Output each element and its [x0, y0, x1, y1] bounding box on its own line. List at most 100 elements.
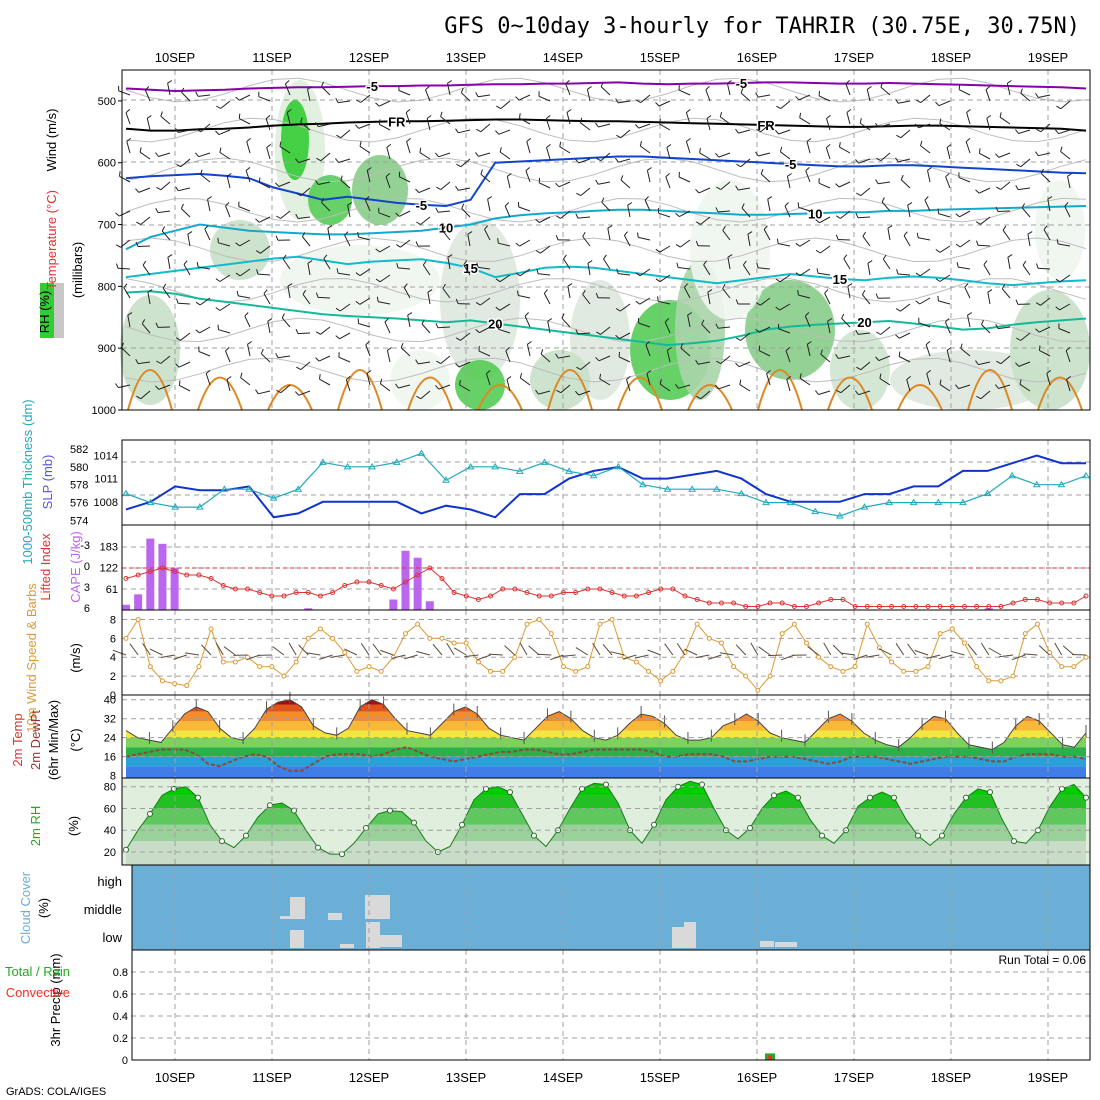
- thickness-label: 1000-500mb Thickness (dm): [20, 399, 35, 564]
- wind-barb: [158, 152, 171, 157]
- wind-barb: [738, 361, 751, 368]
- wind-barb-flag: [695, 359, 699, 365]
- wind-barb-flag: [1047, 196, 1053, 200]
- wind-barb: [965, 141, 971, 154]
- thickness-point: [417, 449, 426, 456]
- wind-barb: [719, 652, 734, 656]
- wind-speed-point: [779, 631, 785, 637]
- wind-barb: [987, 292, 991, 305]
- wind-barb: [1020, 92, 1031, 102]
- cloud-level-label: high: [97, 874, 122, 889]
- wind-barb-flag: [1043, 225, 1048, 230]
- wind-speed-point: [427, 635, 433, 641]
- wind-barb: [1059, 303, 1071, 311]
- wind-barb-flag: [247, 341, 252, 345]
- wind-barb: [461, 208, 471, 218]
- li-point: [427, 565, 433, 571]
- wind-barb: [440, 116, 451, 125]
- wind-barb-flag: [855, 390, 859, 396]
- li-point: [1022, 597, 1028, 602]
- wind-speed-point: [451, 640, 457, 646]
- wind-barb: [140, 216, 151, 225]
- wind-barb: [561, 317, 571, 328]
- wind-barb-flag: [519, 372, 523, 379]
- rh-contour: [125, 237, 1087, 263]
- thickness-point: [663, 485, 672, 492]
- wind-barb-flag: [135, 241, 139, 247]
- wind-barb: [546, 147, 551, 160]
- wind-barb-flag: [540, 349, 544, 355]
- cape-bar: [389, 599, 398, 610]
- wind-barb-flag: [396, 262, 399, 269]
- li-point: [949, 604, 955, 609]
- wind-barb-flag: [379, 378, 383, 384]
- wind-barb: [899, 356, 911, 363]
- wind-barb: [519, 117, 531, 125]
- wind-barb: [480, 297, 491, 306]
- wind-barb: [878, 355, 891, 362]
- wind-barb: [288, 642, 297, 656]
- wind-barb: [302, 294, 311, 305]
- wind-barb: [138, 187, 151, 193]
- rh-point: [1035, 827, 1041, 834]
- wind-speed-point: [536, 616, 542, 622]
- wind-barb-flag: [295, 213, 299, 219]
- li-point: [184, 572, 190, 578]
- wind-barb: [1002, 229, 1011, 241]
- wind-barb: [339, 332, 351, 340]
- wind-barb-flag: [907, 202, 913, 206]
- wind-barb: [638, 322, 651, 328]
- wind-barb-flag: [246, 138, 252, 142]
- wind-barb: [419, 152, 431, 160]
- wind-barb-flag: [155, 385, 160, 390]
- wind-barb: [478, 152, 491, 157]
- wind-barb-flag: [316, 157, 322, 162]
- wind-barb-flag: [315, 357, 320, 362]
- warm-contour: [477, 384, 523, 411]
- wind-barb: [601, 201, 611, 212]
- contour-label: 15: [833, 272, 847, 287]
- wind-barb-flag: [775, 278, 781, 283]
- li-tick-label: 0: [84, 561, 90, 573]
- wind-barb: [418, 187, 431, 194]
- wind-barb-flag: [976, 240, 979, 246]
- rh-contour: [125, 117, 1087, 143]
- temp-tick-label: 40: [104, 695, 116, 707]
- wind-barb: [862, 294, 871, 305]
- wind-barb-flag: [715, 384, 719, 390]
- rh-point: [147, 810, 153, 817]
- wind-speed-point: [1022, 631, 1028, 637]
- li-point: [257, 590, 263, 595]
- wind-barb: [458, 361, 471, 368]
- wind-barb-flag: [915, 123, 919, 129]
- wind-barb-flag: [795, 272, 801, 277]
- date-tick-label: 17SEP: [834, 50, 874, 65]
- wind-barb-flag: [176, 298, 179, 304]
- wind-barb: [983, 264, 991, 276]
- minmax-label: (6hr Min/Max): [46, 700, 61, 780]
- wind-barb: [918, 123, 931, 129]
- li-point: [293, 590, 299, 595]
- wind-barb: [477, 654, 491, 661]
- wind-speed-point: [524, 621, 530, 627]
- li-point: [621, 593, 627, 599]
- wind-barb: [567, 286, 571, 299]
- wind-barb-flag: [935, 248, 941, 253]
- li-point: [390, 586, 396, 592]
- upper-air-label-wind: Wind (m/s): [44, 109, 59, 172]
- wind-barb: [618, 273, 631, 276]
- wind-barb: [118, 90, 131, 96]
- wind-barb: [519, 642, 528, 656]
- wind-barb-flag: [296, 192, 302, 197]
- wind-barb: [639, 297, 651, 305]
- date-tick-label: 18SEP: [931, 50, 971, 65]
- wind-barb-flag: [855, 159, 860, 164]
- thickness-point: [171, 503, 180, 510]
- wind-barb-flag: [546, 144, 551, 148]
- li-point: [548, 593, 554, 599]
- wind-barb: [525, 170, 531, 183]
- wind-barb-flag: [1002, 225, 1007, 231]
- wind-barb-flag: [215, 307, 221, 311]
- wind-barb: [426, 118, 431, 131]
- wind-barb: [505, 350, 511, 363]
